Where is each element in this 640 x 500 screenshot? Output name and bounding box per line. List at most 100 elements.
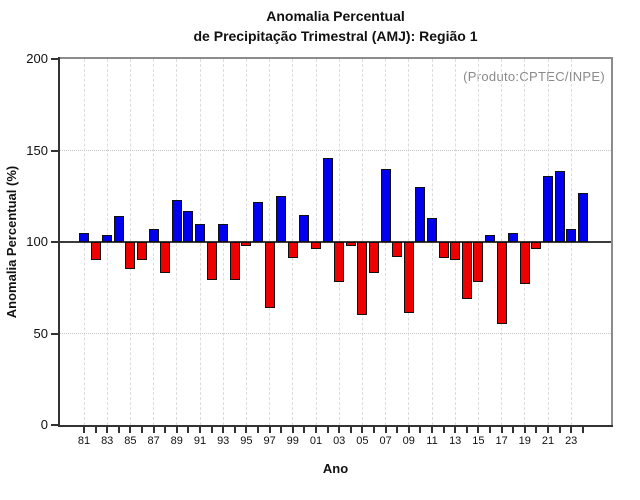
plot-frame-top	[58, 57, 613, 59]
bar-99	[287, 242, 298, 259]
x-tick-label: 91	[193, 435, 207, 447]
x-tick	[512, 427, 515, 433]
bar-01	[311, 242, 321, 250]
x-tick-label: 89	[170, 435, 183, 447]
y-tick	[51, 58, 58, 60]
x-tick	[500, 427, 503, 433]
x-tick	[465, 427, 468, 433]
x-tick-label: 05	[356, 435, 369, 447]
y-axis-line	[58, 57, 60, 427]
x-tick	[454, 427, 457, 433]
x-tick-label: 81	[77, 435, 91, 447]
x-tick	[175, 427, 178, 433]
y-tick	[51, 241, 58, 243]
bar-87	[148, 229, 159, 242]
x-tick	[326, 427, 329, 433]
bar-89	[171, 199, 182, 242]
bar-00	[299, 214, 310, 242]
x-tick-label: 97	[263, 435, 276, 447]
x-tick	[431, 427, 433, 433]
x-tick-label: 19	[518, 435, 531, 447]
bar-03	[334, 242, 345, 283]
bar-82	[90, 242, 101, 261]
bar-23	[566, 229, 577, 242]
y-tick	[51, 424, 58, 426]
bar-88	[160, 242, 171, 274]
product-annotation: (Produto:CPTEC/INPE)	[463, 69, 605, 84]
x-tick	[303, 427, 306, 433]
x-tick-label: 23	[565, 435, 578, 447]
bar-04	[345, 242, 356, 246]
bar-17	[496, 242, 507, 325]
bar-85	[125, 242, 136, 270]
x-tick	[233, 427, 236, 433]
x-tick	[570, 427, 573, 433]
bar-12	[438, 242, 449, 259]
bar-97	[264, 242, 275, 308]
x-tick	[384, 427, 387, 433]
bar-83	[102, 234, 113, 242]
y-tick	[51, 332, 58, 335]
bar-91	[195, 223, 205, 242]
bar-06	[369, 242, 379, 274]
x-tick	[164, 427, 167, 433]
x-tick	[315, 427, 317, 433]
bar-02	[322, 157, 333, 242]
bar-93	[218, 223, 229, 242]
x-tick-label: 03	[333, 435, 346, 447]
x-axis-title: Ano	[322, 461, 349, 476]
x-tick	[477, 427, 480, 433]
x-tick	[373, 427, 375, 433]
x-tick	[117, 427, 120, 433]
x-tick	[199, 427, 201, 433]
x-tick	[245, 427, 248, 433]
bar-20	[531, 242, 542, 250]
x-tick-label: 07	[379, 435, 392, 447]
bar-81	[79, 232, 89, 242]
x-tick	[523, 427, 526, 433]
x-tick	[338, 427, 341, 433]
y-tick	[51, 149, 58, 152]
bar-18	[508, 232, 519, 242]
y-tick-label: 100	[26, 234, 48, 249]
x-tick-label: 15	[472, 435, 485, 447]
x-tick	[396, 427, 399, 433]
bar-24	[577, 192, 588, 242]
bar-22	[554, 170, 565, 242]
bar-98	[276, 196, 287, 242]
x-tick	[361, 427, 364, 433]
y-tick-label: 0	[40, 417, 48, 432]
x-tick-label: 83	[101, 435, 114, 447]
x-tick	[419, 427, 422, 433]
chart-title-line1: Anomalia Percentual	[266, 8, 405, 24]
bar-15	[473, 242, 484, 283]
x-tick	[581, 427, 584, 433]
bar-96	[253, 201, 263, 242]
bar-84	[113, 216, 124, 242]
bar-09	[403, 242, 414, 314]
plot-area	[58, 57, 613, 427]
h-gridline	[60, 333, 611, 334]
x-tick	[106, 427, 109, 433]
bar-13	[450, 242, 461, 261]
bar-95	[241, 242, 252, 246]
x-tick-label: 99	[286, 435, 299, 447]
chart-title-line2: de Precipitação Trimestral (AMJ): Região…	[193, 28, 478, 44]
x-tick	[280, 427, 283, 433]
bar-14	[461, 242, 472, 299]
x-tick	[187, 427, 190, 433]
x-tick	[141, 427, 143, 433]
x-tick	[349, 427, 352, 433]
x-tick	[83, 427, 85, 433]
x-axis-line	[58, 425, 613, 427]
x-tick-label: 21	[541, 435, 555, 447]
x-tick-label: 13	[449, 435, 462, 447]
x-tick	[489, 427, 491, 433]
bar-11	[427, 218, 437, 242]
x-tick	[268, 427, 271, 433]
x-tick	[129, 427, 132, 433]
x-tick-label: 17	[495, 435, 508, 447]
h-gridline	[60, 150, 611, 151]
x-tick	[210, 427, 213, 433]
